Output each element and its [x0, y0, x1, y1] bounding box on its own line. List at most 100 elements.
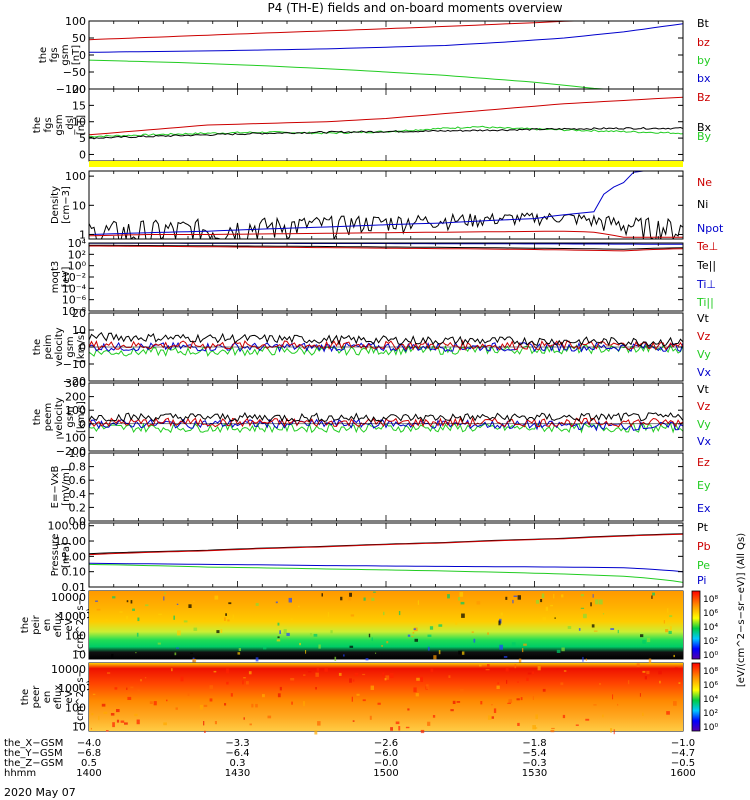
- panel-9-ylabel: eV: [64, 618, 75, 631]
- panel-1-ytick-label: 100: [65, 15, 86, 28]
- panel-6-ylabel: [km/s]: [76, 401, 87, 433]
- panel-1-ylabel: [nT]: [71, 45, 82, 65]
- quality-flag-bar: [89, 161, 683, 167]
- panel-9-ytick-label: 1000: [58, 610, 86, 623]
- legend-Vy: Vy: [697, 348, 711, 361]
- heatmap-electron-noise: [90, 663, 681, 735]
- panel-4-ytick-label: 10⁻⁸: [62, 305, 87, 318]
- colorbar-ion: [691, 590, 701, 660]
- x-axis-tick-label: 1530: [522, 768, 547, 779]
- panel-2-series: [89, 96, 683, 140]
- x-axis-tick-label: −6.8: [77, 748, 101, 759]
- panel-9-ytick-label: 10: [72, 649, 86, 662]
- panel-7-ytick-label: 0.6: [69, 474, 87, 487]
- legend-Vt: Vt: [697, 312, 710, 325]
- colorbar-tick-label: 10²: [703, 709, 718, 719]
- x-axis-row-label: hhmm: [4, 768, 36, 779]
- panel-2-ylabel: fgs: [43, 117, 54, 132]
- x-axis-tick-label: 1500: [373, 768, 398, 779]
- series-Pt-line: [89, 533, 683, 555]
- panel-9-ytick-label: 10000: [51, 591, 86, 604]
- panel-9-ylabel: eflux: [53, 613, 64, 638]
- series-Ne-line: [89, 230, 683, 238]
- legend-Te: Te||: [696, 259, 716, 272]
- x-axis-tick-label: −5.4: [522, 748, 546, 759]
- panel-2-ytick-label: 10: [72, 116, 86, 129]
- panel-9-ytick-label: 100: [65, 629, 86, 642]
- date-label: 2020 May 07: [4, 786, 76, 799]
- panel-1-ytick-label: 0: [79, 49, 86, 62]
- panel-3-ytick-label: 100: [65, 170, 86, 183]
- panel-10-ylabel: eflux: [53, 685, 64, 710]
- panel-7-ylabel: E=−VxB: [50, 466, 61, 509]
- panel-3: 100 10 1 Density [cm−3] Ne Ni Npot: [50, 170, 724, 241]
- panel-2-ylabel: the: [32, 117, 43, 133]
- panel-6-ytick-label: 300: [65, 377, 86, 390]
- panel-6-ytick-label: −100: [56, 431, 86, 444]
- panel-5-ytick-label: 10: [72, 324, 86, 337]
- panel-6-ytick-label: −200: [56, 445, 86, 458]
- panel-5: 20 10 0 −10 −20 the peim velocity gsm [km/s] Vt Vz V…: [32, 307, 712, 388]
- legend-Vy: Vy: [697, 418, 711, 431]
- panel-5-ytick-label: 20: [72, 307, 86, 320]
- x-axis-tick-label: 0.3: [230, 758, 246, 769]
- x-axis-tick-label: −6.0: [374, 748, 398, 759]
- panel-10-ylabel: peer: [31, 685, 42, 709]
- series-Bx-line: [89, 126, 683, 140]
- series-bz-line: [89, 21, 683, 41]
- colorbar-tick-label: 10⁴: [703, 695, 718, 705]
- legend-Ti: Ti⊥: [696, 278, 716, 291]
- panel-10-ytick-label: 10: [72, 721, 86, 734]
- x-axis-tick-label: −4.0: [77, 738, 101, 749]
- panel-10-ytick-label: 10000: [51, 663, 86, 676]
- panel-7-ytick-label: 0.4: [69, 488, 87, 501]
- legend-Vx: Vx: [697, 435, 712, 448]
- panel-10-ytick-label: 100: [65, 701, 86, 714]
- colorbar-tick-label: 10⁰: [703, 651, 718, 661]
- x-axis-tick-label: 1600: [670, 768, 695, 779]
- panel-6-series: [89, 411, 683, 434]
- legend-Ex: Ex: [697, 502, 711, 515]
- colorbar-tick-label: 10²: [703, 637, 718, 647]
- x-axis-tick-label: 1400: [76, 768, 101, 779]
- legend-Ne: Ne: [697, 176, 712, 189]
- legend-bz: bz: [697, 36, 710, 49]
- panel-8-ytick-label: 1.00: [62, 550, 87, 563]
- legend-Pe: Pe: [697, 559, 710, 572]
- legend-Pi: Pi: [697, 574, 706, 587]
- x-axis-row-label: the_Z−GSM: [4, 758, 63, 769]
- panel-2-frame: [88, 88, 684, 162]
- panel-2-ytick-label: 0: [79, 148, 86, 161]
- panel-8-ytick-label: 0.01: [62, 581, 87, 594]
- panel-10-ylabel: eV: [64, 690, 75, 703]
- panel-1-ytick-label: −50: [63, 66, 86, 79]
- panel-3-frame: [88, 170, 684, 240]
- panel-5-ytick-label: 0: [79, 341, 86, 354]
- heatmap-ion-eflux: [89, 591, 683, 663]
- panel-2-ytick-label: 20: [72, 83, 86, 96]
- panel-2-ytick-label: 5: [79, 132, 86, 145]
- series-Vx-line: [89, 341, 683, 353]
- panel-10-ylabel: the: [20, 689, 31, 705]
- panel-6-ytick-label: 200: [65, 391, 86, 404]
- panel-1-ylabel: the: [38, 47, 49, 63]
- legend-Ez: Ez: [697, 456, 710, 469]
- panel-7-ytick-label: 0.2: [69, 501, 87, 514]
- legend-Vz: Vz: [697, 400, 711, 413]
- panel-5-ytick-label: −10: [63, 358, 86, 371]
- panel-8-ylabel: [nPa]: [61, 542, 72, 568]
- x-axis-row-label: the_X−GSM: [4, 738, 63, 749]
- x-axis-tick-label: −1.8: [522, 738, 546, 749]
- panel-2-ylabel: gsm: [54, 114, 65, 135]
- legend-Npot: Npot: [697, 222, 724, 235]
- x-axis-tick-label: −0.3: [522, 758, 546, 769]
- panel-5-ylabel: the: [32, 339, 43, 355]
- panel-3-ytick-label: 1: [79, 228, 86, 241]
- panel-5-ylabel: gsm: [65, 336, 76, 357]
- panel-6-ylabel: peem: [43, 403, 54, 431]
- panel-6-ytick-label: 100: [65, 404, 86, 417]
- panel-3-ylabel: Density: [50, 186, 61, 224]
